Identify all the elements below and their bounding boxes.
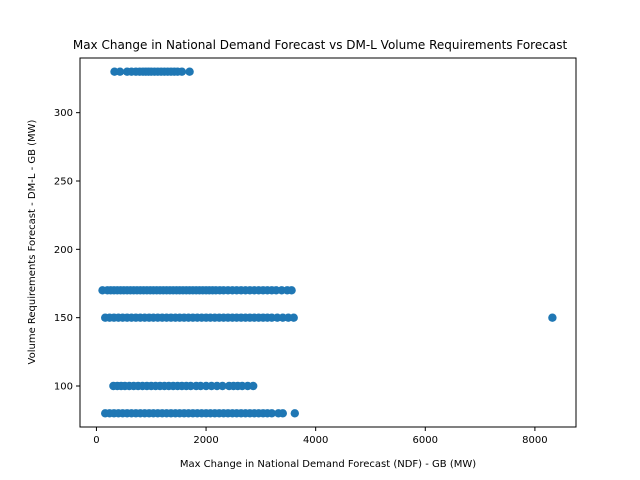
data-point <box>249 381 258 391</box>
data-points <box>98 67 557 418</box>
y-tick-label: 300 <box>54 108 73 119</box>
y-axis-label: Volume Requirements Forecast - DM-L - GB… <box>27 119 38 364</box>
data-point <box>548 313 557 322</box>
data-point <box>289 313 298 322</box>
x-axis-label: Max Change in National Demand Forecast (… <box>180 459 476 470</box>
plot-area-frame <box>79 57 577 428</box>
y-tick-label: 150 <box>54 313 73 324</box>
x-axis-ticks: 0 2000 4000 6000 8000 <box>93 427 548 446</box>
data-point <box>267 409 276 418</box>
data-point <box>218 381 227 391</box>
y-tick-label: 250 <box>54 177 73 188</box>
x-tick-label: 2000 <box>193 435 218 446</box>
x-tick-label: 0 <box>93 435 99 446</box>
data-point <box>278 409 287 418</box>
data-point <box>290 409 299 418</box>
data-point <box>115 67 125 76</box>
x-tick-label: 6000 <box>413 435 438 446</box>
x-tick-label: 4000 <box>303 435 328 446</box>
y-axis-ticks: 100 150 200 250 300 <box>54 108 80 393</box>
x-tick-label: 8000 <box>522 435 547 446</box>
y-tick-label: 100 <box>54 382 73 393</box>
chart-title: Max Change in National Demand Forecast v… <box>73 38 568 52</box>
y-tick-label: 200 <box>54 245 73 256</box>
data-point <box>287 286 296 295</box>
data-point <box>185 67 194 76</box>
data-point <box>177 67 187 76</box>
